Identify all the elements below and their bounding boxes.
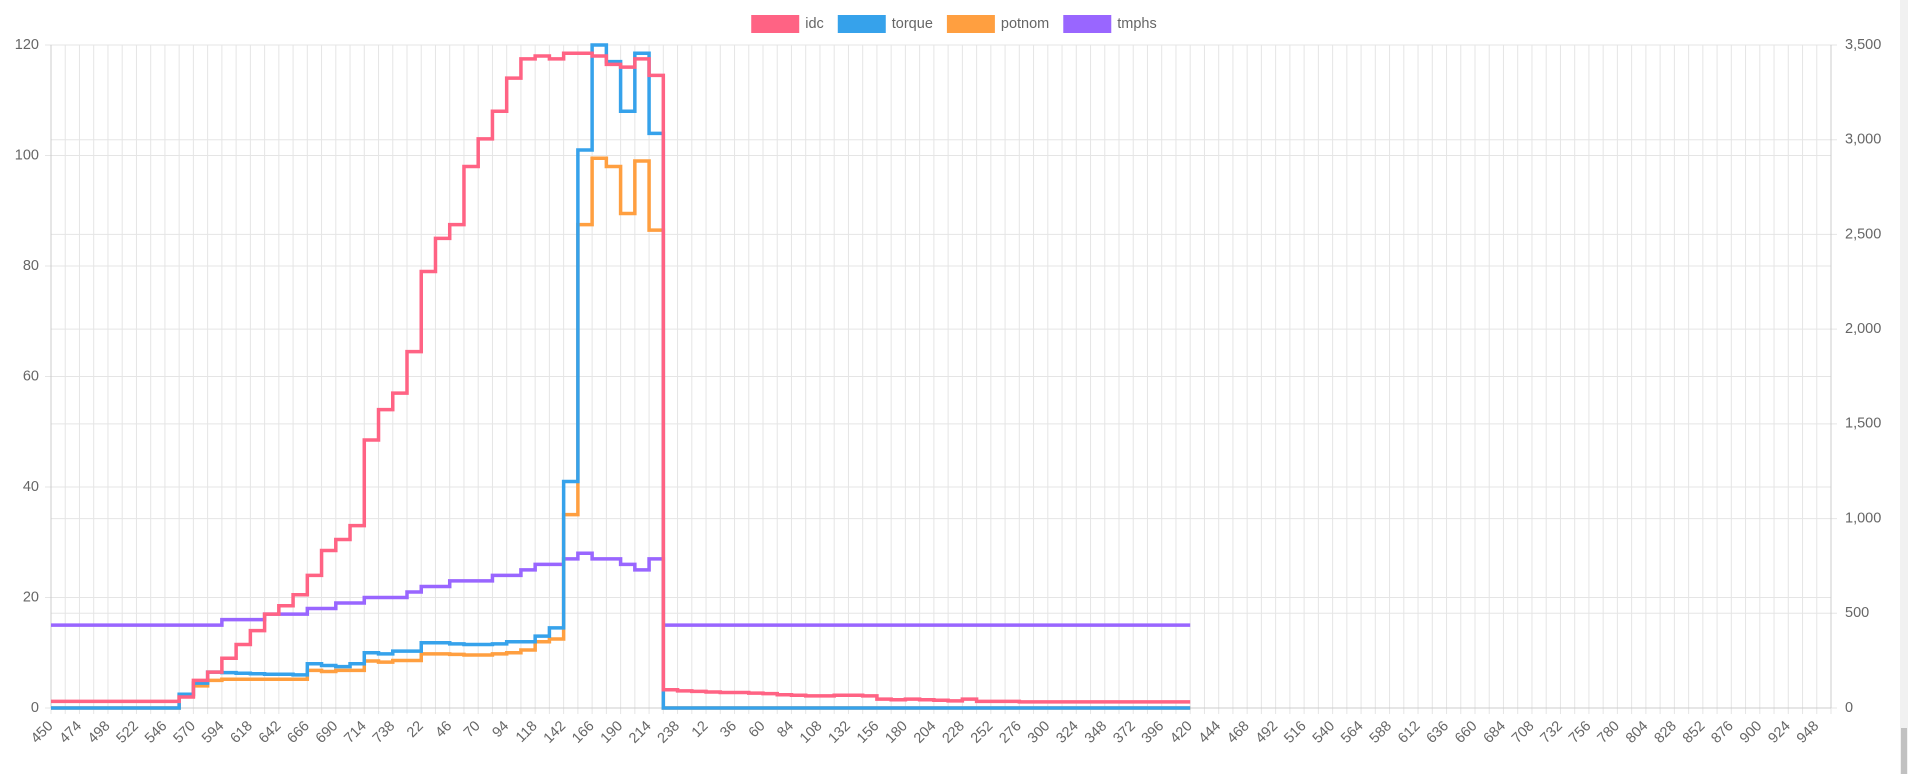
x-tick-label: 900 (1737, 718, 1765, 746)
x-tick-label: 70 (461, 718, 484, 741)
y2-tick-label: 2,000 (1845, 321, 1881, 337)
x-tick-label: 852 (1680, 718, 1708, 746)
x-tick-label: 468 (1224, 718, 1252, 746)
x-tick-label: 690 (313, 718, 341, 746)
x-tick-label: 450 (28, 718, 56, 746)
x-tick-label: 142 (541, 718, 569, 746)
legend-label: potnom (1001, 16, 1049, 32)
y-tick-label: 40 (23, 479, 39, 495)
x-tick-label: 118 (513, 718, 541, 746)
y2-tick-label: 3,500 (1845, 37, 1881, 53)
x-tick-label: 474 (57, 718, 85, 746)
x-tick-label: 828 (1651, 718, 1679, 746)
x-tick-label: 924 (1765, 718, 1793, 746)
x-tick-label: 732 (1538, 718, 1566, 746)
x-tick-label: 22 (404, 718, 427, 741)
x-tick-label: 492 (1253, 718, 1281, 746)
legend-swatch (751, 15, 800, 33)
x-tick-label: 444 (1196, 718, 1224, 746)
x-tick-label: 570 (171, 718, 199, 746)
x-tick-label: 642 (256, 718, 284, 746)
y2-tick-label: 2,500 (1845, 226, 1881, 242)
x-tick-label: 756 (1566, 718, 1594, 746)
x-tick-label: 238 (655, 718, 683, 746)
y-tick-label: 120 (15, 37, 39, 53)
y2-tick-label: 500 (1845, 605, 1869, 621)
x-tick-label: 36 (717, 718, 740, 741)
x-tick-label: 12 (689, 718, 712, 741)
scrollbar-track (1900, 0, 1908, 774)
x-tick-label: 498 (85, 718, 113, 746)
x-tick-label: 108 (797, 718, 825, 746)
scrollbar-thumb[interactable] (1901, 728, 1907, 774)
y-tick-label: 80 (23, 258, 39, 274)
x-tick-label: 636 (1424, 718, 1452, 746)
x-tick-label: 190 (598, 718, 626, 746)
x-tick-label: 180 (883, 718, 911, 746)
x-tick-label: 300 (1025, 718, 1053, 746)
legend-label: idc (805, 16, 824, 32)
series-line (51, 43, 1191, 710)
x-tick-label: 948 (1794, 718, 1822, 746)
x-tick-label: 612 (1395, 718, 1423, 746)
x-tick-label: 132 (826, 718, 854, 746)
x-tick-label: 738 (370, 718, 398, 746)
y-tick-label: 20 (23, 589, 39, 605)
x-tick-label: 46 (433, 718, 456, 741)
x-tick-label: 780 (1595, 718, 1623, 746)
x-tick-label: 708 (1509, 718, 1537, 746)
x-tick-label: 324 (1053, 718, 1081, 746)
legend-label: tmphs (1117, 16, 1157, 32)
legend-swatch (837, 15, 886, 33)
x-tick-label: 540 (1310, 718, 1338, 746)
x-tick-label: 204 (911, 718, 939, 746)
x-tick-label: 684 (1481, 718, 1509, 746)
legend: idc torque potnom tmphs (751, 15, 1157, 33)
x-tick-label: 876 (1708, 718, 1736, 746)
y2-tick-label: 0 (1845, 700, 1853, 716)
x-tick-label: 588 (1367, 718, 1395, 746)
x-tick-label: 546 (142, 718, 170, 746)
legend-swatch (1063, 15, 1112, 33)
x-tick-label: 564 (1338, 718, 1366, 746)
legend-label: torque (892, 16, 933, 32)
legend-swatch (946, 15, 995, 33)
x-tick-label: 372 (1110, 718, 1138, 746)
x-tick-label: 516 (1281, 718, 1309, 746)
x-tick-label: 156 (854, 718, 882, 746)
x-tick-label: 94 (489, 718, 512, 741)
x-tick-label: 660 (1452, 718, 1480, 746)
x-tick-label: 396 (1139, 718, 1167, 746)
x-tick-label: 522 (114, 718, 142, 746)
y2-tick-label: 3,000 (1845, 132, 1881, 148)
x-tick-label: 252 (968, 718, 996, 746)
series-line (51, 51, 1191, 704)
x-tick-label: 348 (1082, 718, 1110, 746)
y-tick-label: 60 (23, 368, 39, 384)
x-tick-label: 60 (746, 718, 769, 741)
y2-tick-label: 1,500 (1845, 416, 1881, 432)
x-tick-label: 84 (774, 718, 797, 741)
x-tick-label: 804 (1623, 718, 1651, 746)
x-tick-label: 666 (284, 718, 312, 746)
x-tick-label: 714 (341, 718, 369, 746)
x-tick-label: 420 (1167, 718, 1195, 746)
x-tick-label: 618 (227, 718, 255, 746)
x-tick-label: 594 (199, 718, 227, 746)
x-tick-label: 276 (996, 718, 1024, 746)
x-tick-label: 214 (626, 718, 654, 746)
y2-tick-label: 1,000 (1845, 510, 1881, 526)
x-tick-label: 228 (939, 718, 967, 746)
y-tick-label: 100 (15, 147, 39, 163)
y-tick-label: 0 (31, 700, 39, 716)
x-tick-label: 166 (569, 718, 597, 746)
